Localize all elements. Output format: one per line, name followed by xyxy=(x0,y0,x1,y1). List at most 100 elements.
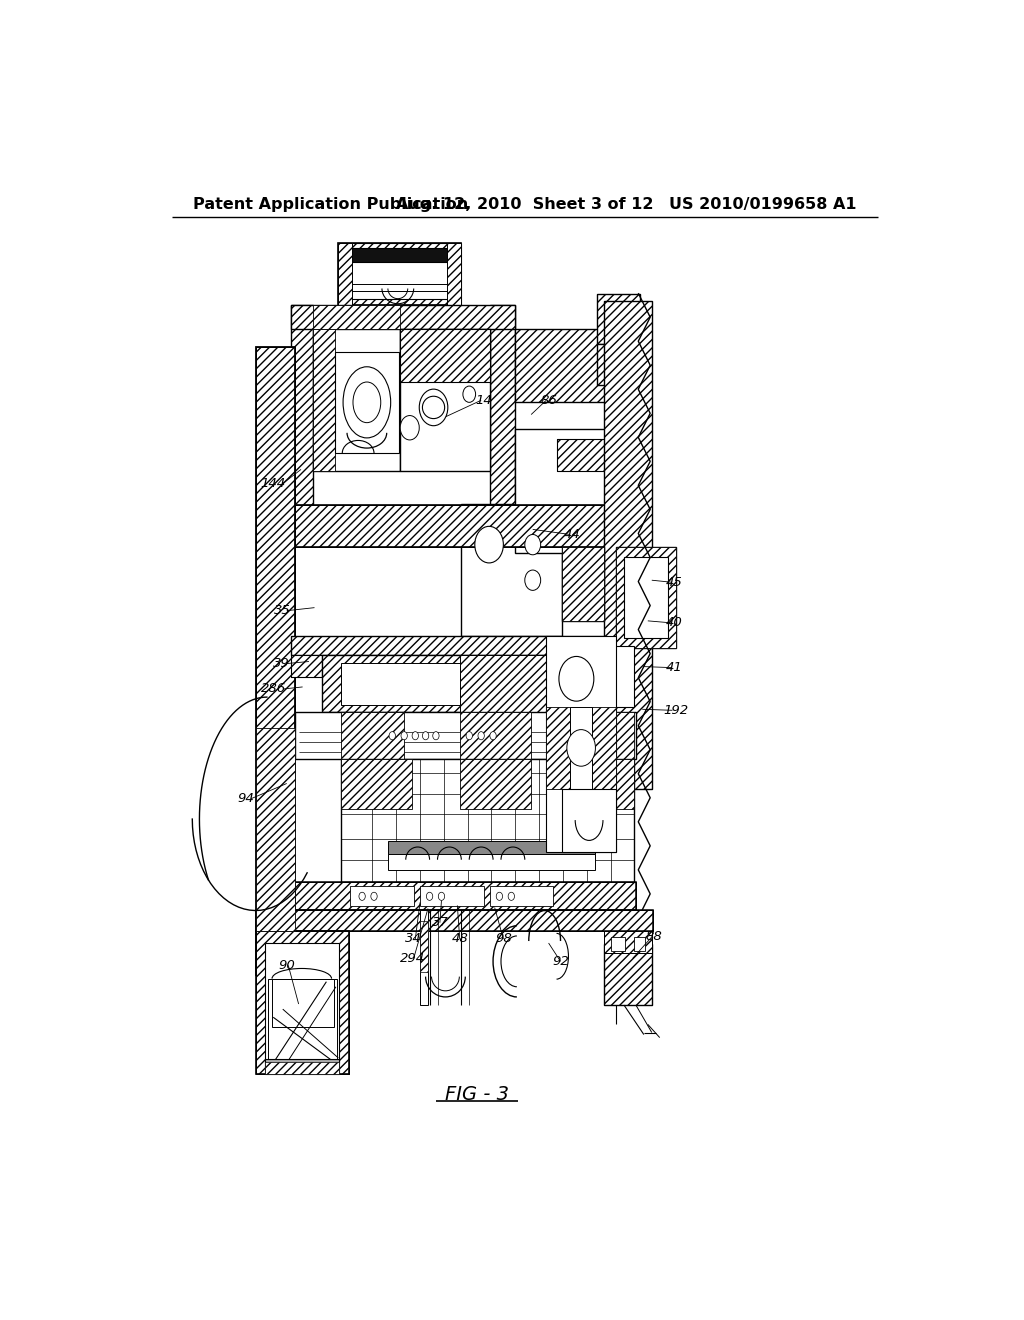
Bar xyxy=(341,759,634,882)
Circle shape xyxy=(433,731,439,739)
Bar xyxy=(338,243,461,305)
Bar xyxy=(323,656,605,713)
Circle shape xyxy=(419,389,447,426)
Circle shape xyxy=(508,892,514,900)
Bar xyxy=(341,713,404,759)
Bar xyxy=(546,708,570,788)
Text: 40: 40 xyxy=(666,616,682,630)
Circle shape xyxy=(438,892,444,900)
Bar xyxy=(557,440,616,471)
Bar xyxy=(265,1059,339,1074)
Bar xyxy=(256,909,652,931)
Circle shape xyxy=(478,731,484,739)
Text: 94: 94 xyxy=(238,792,254,805)
Bar xyxy=(313,305,400,329)
Bar xyxy=(400,329,489,381)
Text: 90: 90 xyxy=(279,958,295,972)
Bar xyxy=(291,506,640,546)
Bar xyxy=(295,882,636,909)
Bar xyxy=(256,656,295,931)
Bar xyxy=(256,727,295,931)
Bar xyxy=(447,243,462,305)
Text: FIG - 3: FIG - 3 xyxy=(445,1085,509,1104)
Bar xyxy=(563,759,634,809)
Bar xyxy=(616,546,676,648)
Circle shape xyxy=(489,731,497,739)
Bar xyxy=(338,243,461,305)
Bar xyxy=(489,305,515,506)
Bar xyxy=(634,937,645,952)
Bar xyxy=(291,656,323,677)
Circle shape xyxy=(463,385,475,403)
Bar xyxy=(624,557,668,638)
Bar xyxy=(420,909,428,1005)
Bar xyxy=(256,931,348,1074)
Bar xyxy=(604,931,651,953)
Bar xyxy=(604,301,651,788)
Bar xyxy=(562,647,634,708)
Bar xyxy=(313,329,335,471)
Bar xyxy=(570,708,592,788)
Bar xyxy=(400,329,489,381)
Bar xyxy=(460,713,531,759)
Bar xyxy=(350,886,414,907)
Text: 86: 86 xyxy=(541,393,557,407)
Text: 45: 45 xyxy=(666,576,682,589)
Circle shape xyxy=(559,656,594,701)
Bar xyxy=(256,909,652,931)
Circle shape xyxy=(525,535,541,554)
Bar xyxy=(295,882,636,909)
Bar xyxy=(420,921,428,972)
Circle shape xyxy=(389,731,395,739)
Bar xyxy=(563,713,634,759)
Bar xyxy=(597,345,640,385)
Bar xyxy=(562,546,604,620)
Bar xyxy=(400,329,489,471)
Circle shape xyxy=(400,416,419,440)
Bar xyxy=(291,305,313,506)
Bar xyxy=(604,944,651,1005)
Bar xyxy=(610,937,625,952)
Ellipse shape xyxy=(423,396,444,418)
Text: 92: 92 xyxy=(552,954,569,968)
Circle shape xyxy=(475,527,504,562)
Bar xyxy=(338,243,352,305)
Bar xyxy=(604,944,651,1005)
Text: 14: 14 xyxy=(475,393,492,407)
Circle shape xyxy=(497,892,503,900)
Text: 41: 41 xyxy=(666,661,682,675)
Circle shape xyxy=(371,892,377,900)
Circle shape xyxy=(426,892,433,900)
Bar xyxy=(291,305,515,329)
Bar xyxy=(461,504,562,636)
Bar xyxy=(256,347,295,974)
Bar xyxy=(489,886,553,907)
Bar xyxy=(605,309,621,334)
Bar xyxy=(323,656,605,713)
Bar xyxy=(515,429,616,553)
Bar xyxy=(388,841,595,854)
Bar xyxy=(597,293,640,345)
Bar xyxy=(604,301,651,788)
Bar xyxy=(265,942,339,1063)
Bar xyxy=(291,636,605,656)
Bar xyxy=(597,293,640,345)
Bar xyxy=(291,656,323,677)
Bar xyxy=(592,708,616,788)
Text: 44: 44 xyxy=(564,528,581,541)
Text: 48: 48 xyxy=(452,932,468,945)
Bar xyxy=(291,636,605,656)
Bar xyxy=(616,546,676,648)
Text: 88: 88 xyxy=(646,931,663,944)
Bar xyxy=(341,759,412,809)
Bar xyxy=(271,978,334,1027)
Bar xyxy=(256,931,348,1074)
Bar xyxy=(557,440,616,471)
Bar xyxy=(388,854,595,870)
Text: Patent Application Publication: Patent Application Publication xyxy=(194,197,468,211)
Text: 35: 35 xyxy=(274,605,291,618)
Bar xyxy=(291,305,515,329)
Bar xyxy=(291,506,640,546)
Circle shape xyxy=(423,731,429,739)
Text: 37: 37 xyxy=(431,916,449,929)
